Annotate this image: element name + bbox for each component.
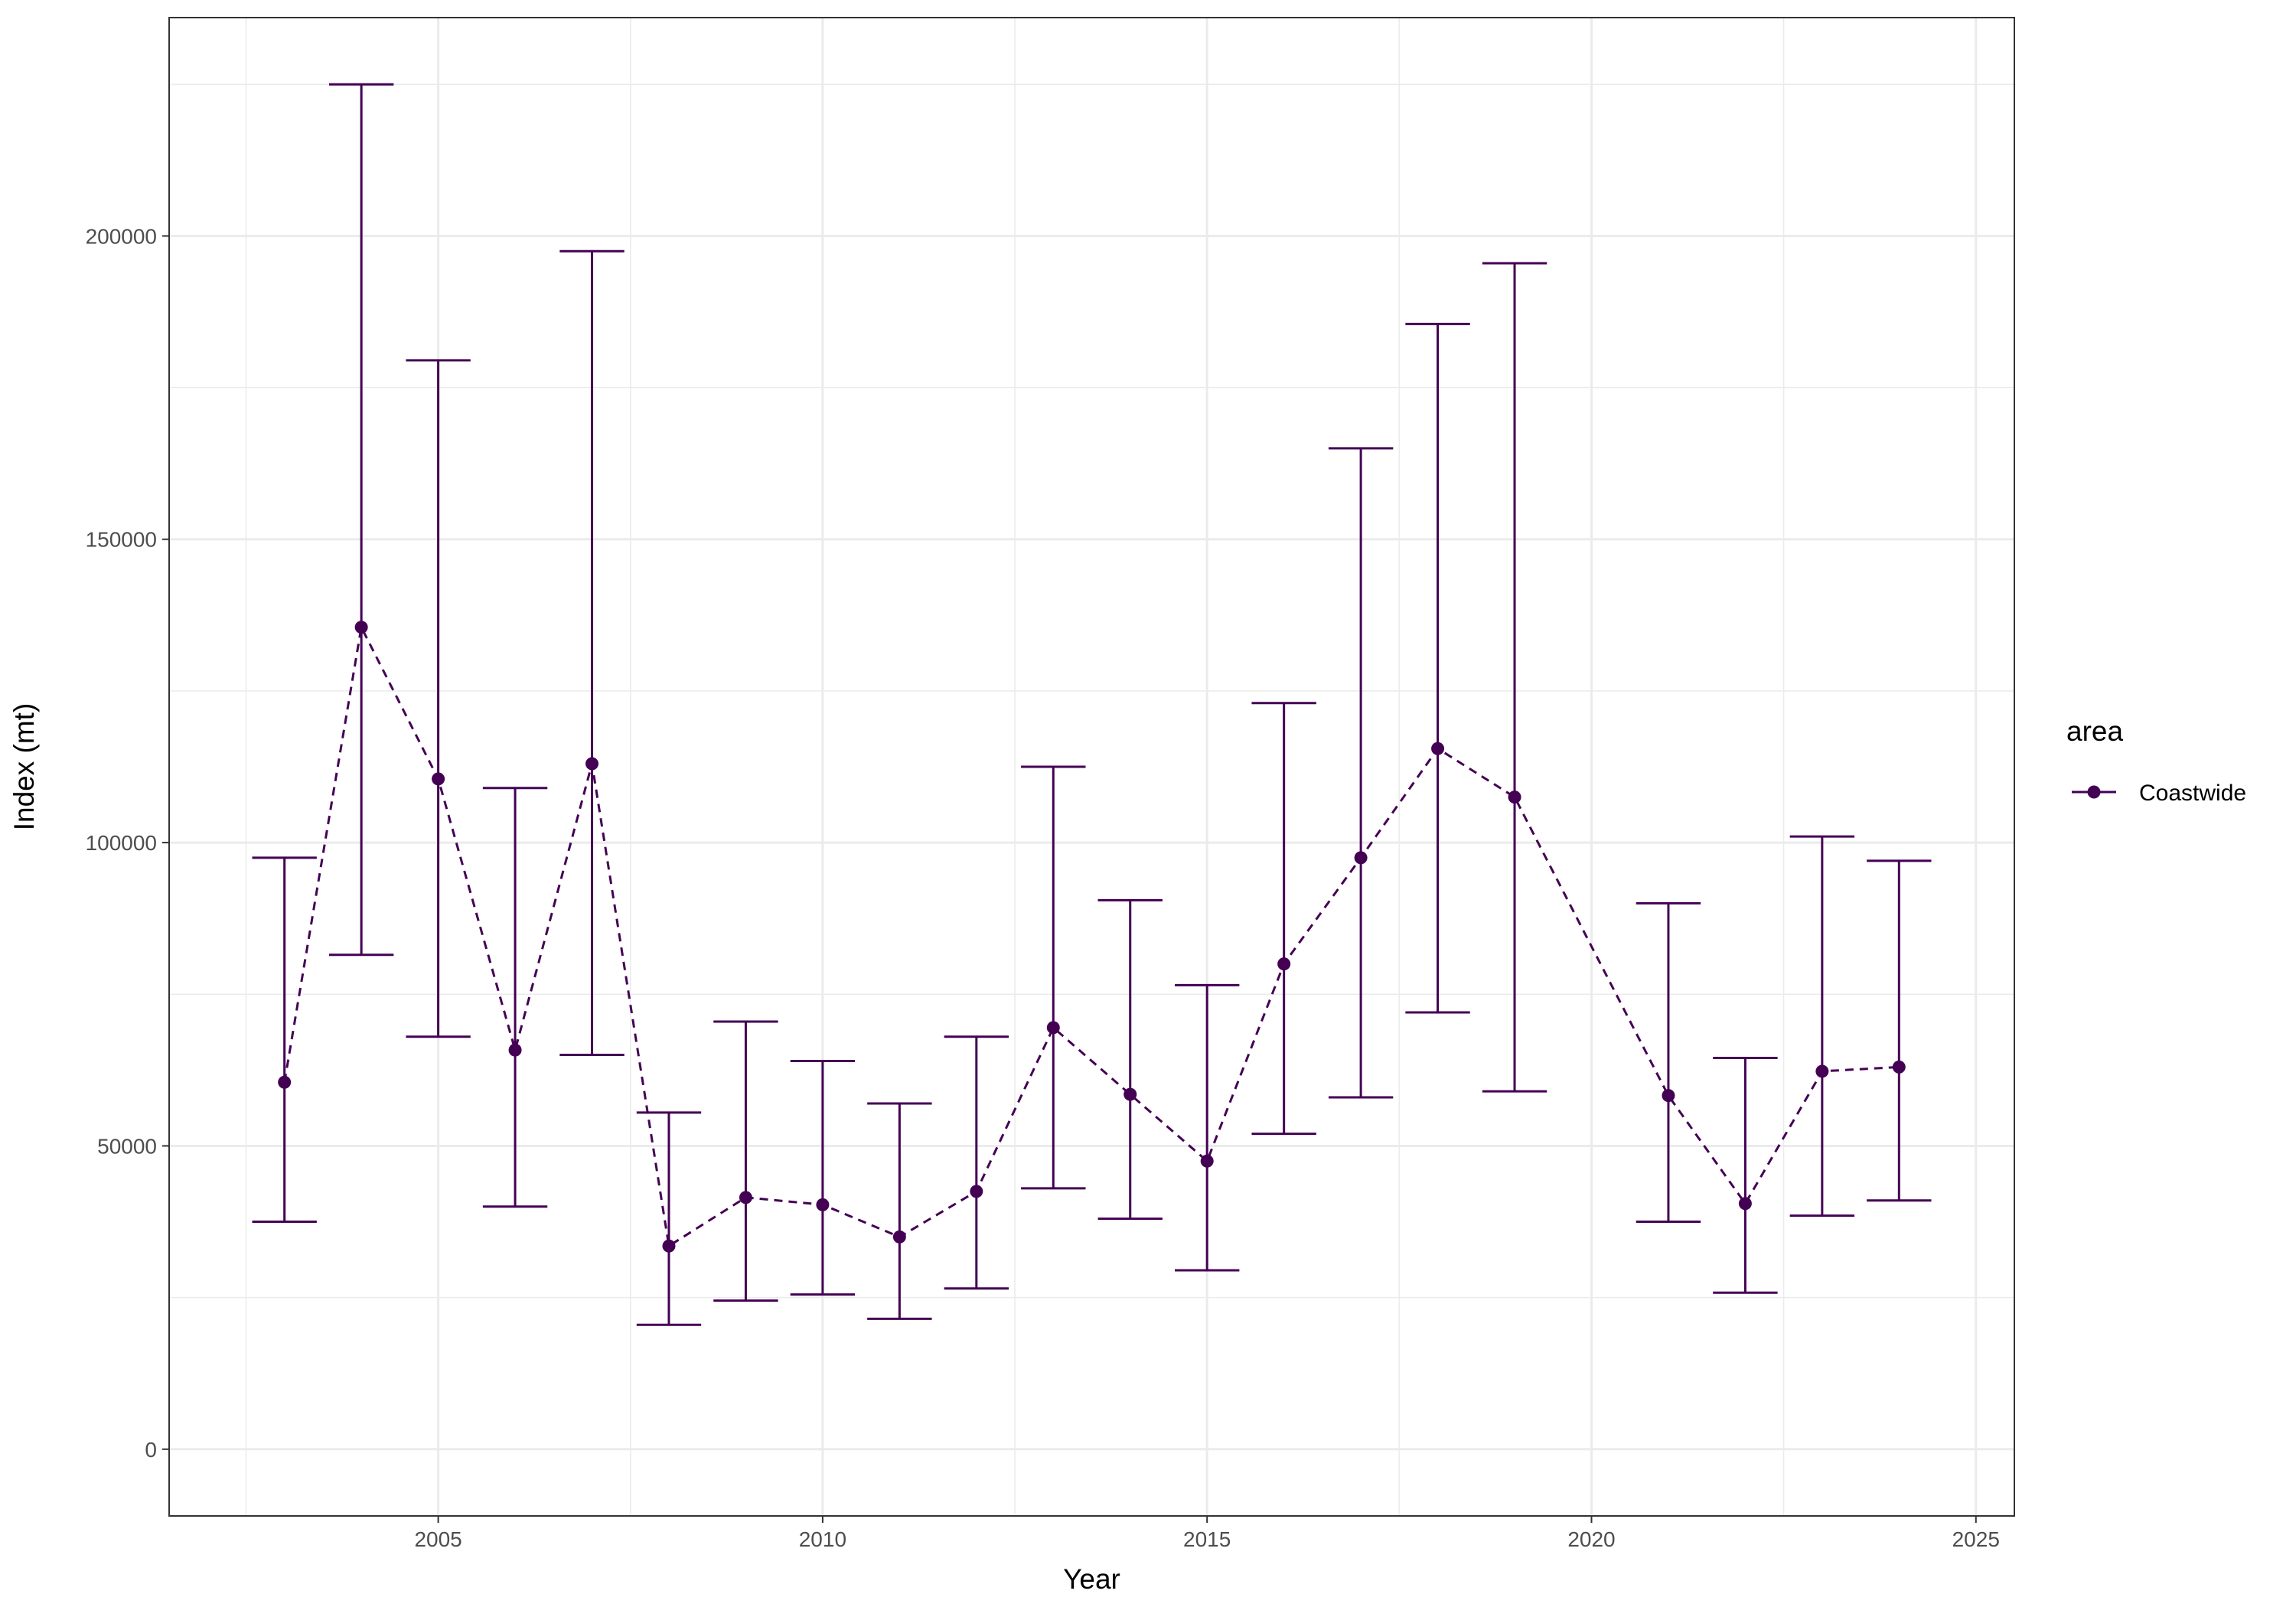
y-tick-label: 50000	[97, 1134, 157, 1158]
data-point-2016	[1277, 957, 1291, 971]
legend-title: area	[2066, 715, 2123, 747]
legend-key-point	[2087, 785, 2101, 799]
x-tick-label: 2015	[1183, 1527, 1231, 1551]
data-point-2006	[508, 1043, 522, 1057]
data-point-2003	[278, 1075, 292, 1089]
data-point-2018	[1431, 742, 1445, 755]
data-point-2023	[1815, 1064, 1829, 1078]
y-tick-label: 0	[145, 1438, 157, 1462]
y-tick-label: 150000	[86, 528, 157, 552]
legend: area Coastwide	[2066, 715, 2246, 806]
minor-gridlines	[169, 18, 2014, 1516]
data-point-2010	[816, 1198, 830, 1211]
data-point-2024	[1892, 1060, 1906, 1074]
data-point-2013	[1046, 1021, 1060, 1035]
data-point-2017	[1354, 851, 1368, 865]
axis-ticks: 2005 2010 2015 2020 2025 0 50000 100000 150000 20…	[86, 224, 2000, 1551]
y-axis-title: Index (mt)	[8, 703, 40, 831]
data-point-2012	[970, 1185, 983, 1198]
y-tick-label: 100000	[86, 831, 157, 855]
data-point-2005	[432, 772, 445, 786]
data-point-2019	[1508, 790, 1521, 804]
x-axis-title: Year	[1063, 1563, 1120, 1595]
series-layer	[252, 83, 1932, 1326]
data-point-2014	[1124, 1087, 1137, 1101]
series-line-coastwide	[283, 623, 1900, 1248]
x-tick-label: 2005	[414, 1527, 461, 1551]
data-point-2022	[1738, 1197, 1752, 1211]
data-point-2004	[354, 621, 368, 634]
legend-label-coastwide: Coastwide	[2139, 781, 2246, 806]
data-point-2009	[739, 1191, 752, 1204]
data-point-2021	[1662, 1089, 1675, 1103]
x-tick-label: 2020	[1567, 1527, 1615, 1551]
y-tick-label: 200000	[86, 224, 157, 248]
plot-panel-border	[168, 17, 2015, 1517]
data-point-2011	[892, 1230, 906, 1244]
x-tick-label: 2025	[1952, 1527, 2000, 1551]
data-point-2007	[585, 757, 599, 771]
x-tick-label: 2010	[799, 1527, 846, 1551]
data-point-2015	[1200, 1154, 1214, 1168]
data-point-2008	[662, 1239, 676, 1253]
